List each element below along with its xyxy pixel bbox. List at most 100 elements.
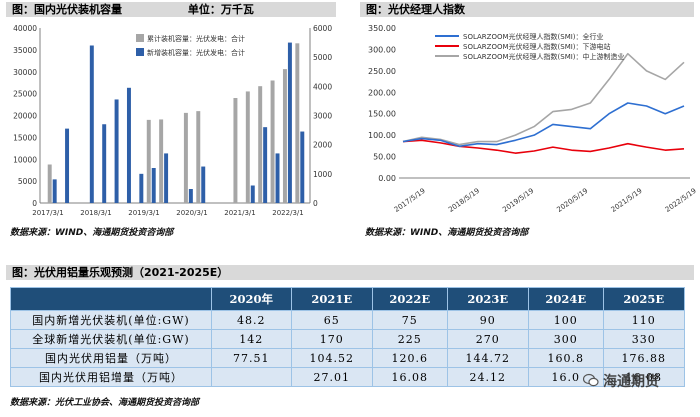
watermark-text: 海通期货 bbox=[603, 374, 659, 390]
table-cell: 120.6 bbox=[371, 348, 448, 368]
table-cell: 77.51 bbox=[211, 348, 292, 368]
table-row: 全球新增光伏装机(单位:GW) 142 170 225 270 300 330 bbox=[10, 329, 686, 349]
left-chart-unit: 单位：万千瓦 bbox=[187, 3, 254, 16]
table-cell: 16.08 bbox=[371, 367, 448, 387]
legend-swatch-new bbox=[136, 48, 144, 56]
x-tick-label: 2018/5/19 bbox=[447, 187, 481, 214]
y-tick-label: 100.00 bbox=[368, 131, 396, 140]
bar-new bbox=[151, 168, 156, 203]
table-title-bar: 图：光伏用铝量乐观预测（2021-2025E） bbox=[6, 265, 694, 280]
table-cell: 110 bbox=[602, 310, 686, 330]
left-title-bar: 图：国内光伏装机容量 单位：万千瓦 bbox=[6, 2, 336, 17]
y-tick-label-right: 6000 bbox=[313, 24, 332, 33]
bar-cumulative bbox=[270, 80, 275, 203]
table-cell: 270 bbox=[446, 329, 529, 349]
bar-new bbox=[201, 166, 206, 203]
bar-new bbox=[275, 153, 280, 203]
y-tick-label-right: 2000 bbox=[313, 141, 332, 150]
table-cell: 104.52 bbox=[290, 348, 373, 368]
left-chart-title: 图：国内光伏装机容量 bbox=[12, 3, 122, 16]
smi-index-chart: 0.00 50.00 100.00 150.00 200.00 250.00 300.00 3… bbox=[368, 24, 698, 214]
x-tick-label: 2019/3/1 bbox=[128, 209, 159, 217]
y-tick-label-left: 5000 bbox=[18, 177, 37, 186]
y-tick-label-right: 1000 bbox=[313, 170, 332, 179]
y-tick-label-left: 40000 bbox=[13, 24, 37, 33]
table-title: 图：光伏用铝量乐观预测（2021-2025E） bbox=[12, 266, 229, 279]
x-tick-label: 2022/3/1 bbox=[272, 209, 303, 217]
x-tick-label: 2020/3/1 bbox=[176, 209, 207, 217]
table-row: 国内新增光伏装机(单位:GW) 48.2 65 75 90 100 110 bbox=[10, 310, 686, 330]
header-cell: 2024E bbox=[527, 287, 604, 311]
bar-cumulative bbox=[159, 119, 164, 203]
bar-cumulative bbox=[146, 119, 151, 203]
legend-label-cumulative: 累计装机容量：光伏发电：合计 bbox=[147, 34, 245, 43]
legend-label-new: 新增装机容量：光伏发电：合计 bbox=[147, 48, 245, 57]
bar-new bbox=[164, 153, 169, 203]
y-tick-label: 50.00 bbox=[373, 153, 396, 162]
bar-new bbox=[65, 128, 70, 203]
y-tick-label-left: 25000 bbox=[13, 90, 37, 99]
header-cell: 2023E bbox=[446, 287, 529, 311]
bar-cumulative bbox=[233, 98, 238, 203]
table-cell: 176.88 bbox=[602, 348, 686, 368]
table-cell: 65 bbox=[290, 310, 373, 330]
left-source: 数据来源：WIND、海通期货投资咨询部 bbox=[10, 228, 174, 238]
table-cell: 27.01 bbox=[290, 367, 373, 387]
row-label: 国内光伏用铝增量（万吨） bbox=[10, 367, 212, 387]
y-tick-label-right: 5000 bbox=[313, 53, 332, 62]
y-tick-label: 300.00 bbox=[368, 45, 396, 54]
right-chart-title: 图：光伏经理人指数 bbox=[366, 3, 465, 16]
right-source: 数据来源：WIND、海通期货投资咨询部 bbox=[365, 228, 529, 238]
y-tick-label-right: 3000 bbox=[313, 112, 332, 121]
table-cell: 100 bbox=[527, 310, 604, 330]
header-cell: 2022E bbox=[371, 287, 448, 311]
installed-capacity-chart: 0500010000150002000025000300003500040000… bbox=[13, 24, 332, 217]
legend-label: SOLARZOOM光伏经理人指数(SMI)：下游电站 bbox=[463, 42, 611, 51]
bar-new bbox=[263, 127, 268, 203]
y-tick-label: 0.00 bbox=[378, 174, 396, 183]
header-cell: 2021E bbox=[290, 287, 373, 311]
right-title-bar: 图：光伏经理人指数 bbox=[360, 2, 694, 17]
table-cell bbox=[211, 367, 292, 387]
header-cell: 2020年 bbox=[211, 287, 292, 311]
series-line bbox=[402, 139, 685, 154]
series-line bbox=[402, 52, 685, 146]
y-tick-label-right: 0 bbox=[313, 199, 318, 208]
bar-cumulative bbox=[282, 69, 287, 203]
bar-cumulative bbox=[196, 111, 201, 203]
y-tick-label-right: 4000 bbox=[313, 82, 332, 91]
table-cell: 48.2 bbox=[211, 310, 292, 330]
x-tick-label: 2022/5/19 bbox=[664, 187, 698, 214]
y-tick-label: 350.00 bbox=[368, 24, 396, 33]
y-tick-label-left: 35000 bbox=[13, 46, 37, 55]
x-tick-label: 2021/3/1 bbox=[224, 209, 255, 217]
table-cell: 160.8 bbox=[527, 348, 604, 368]
x-tick-label: 2018/3/1 bbox=[80, 209, 111, 217]
bar-new bbox=[114, 99, 119, 203]
bar-cumulative bbox=[258, 86, 263, 203]
bar-new bbox=[188, 189, 193, 203]
bar-cumulative bbox=[47, 164, 52, 203]
header-cell: 2025E bbox=[602, 287, 686, 311]
bar-new bbox=[287, 42, 292, 203]
legend-label: SOLARZOOM光伏经理人指数(SMI)：中上游制造业 bbox=[463, 52, 625, 61]
x-tick-label: 2021/5/19 bbox=[610, 187, 644, 214]
x-tick-label: 2017/5/19 bbox=[393, 187, 427, 214]
y-tick-label-left: 15000 bbox=[13, 133, 37, 142]
y-tick-label-left: 10000 bbox=[13, 155, 37, 164]
row-label: 全球新增光伏装机(单位:GW) bbox=[10, 329, 212, 349]
table-source: 数据来源：光伏工业协会、海通期货投资咨询部 bbox=[10, 398, 200, 408]
table-cell: 330 bbox=[602, 329, 686, 349]
x-tick-label: 2017/3/1 bbox=[32, 209, 63, 217]
y-tick-label-left: 20000 bbox=[13, 112, 37, 121]
bar-new bbox=[102, 124, 107, 203]
y-tick-label-left: 0 bbox=[32, 199, 37, 208]
header-cell bbox=[10, 287, 212, 311]
table-cell: 75 bbox=[371, 310, 448, 330]
bar-new bbox=[126, 87, 131, 203]
table-cell: 90 bbox=[446, 310, 529, 330]
bar-new bbox=[139, 173, 144, 203]
table-cell: 16.08 bbox=[602, 367, 686, 387]
y-tick-label-left: 30000 bbox=[13, 68, 37, 77]
y-tick-label: 150.00 bbox=[368, 110, 396, 119]
